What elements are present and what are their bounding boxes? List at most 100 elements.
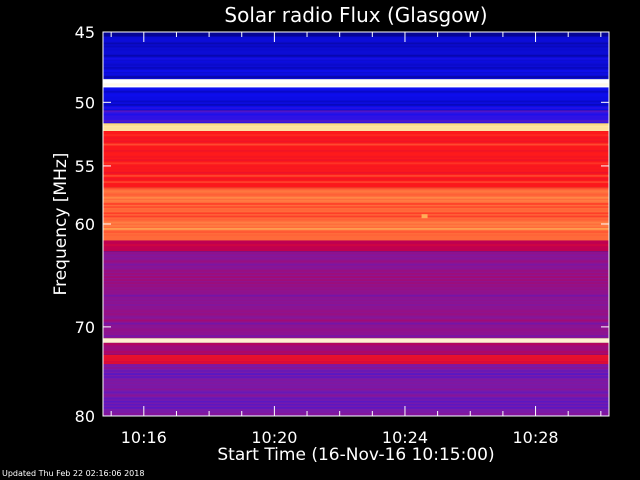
spectrum-row: [103, 263, 609, 266]
spectrum-row: [103, 285, 609, 288]
spectrum-row: [103, 354, 609, 357]
spectrum-row: [103, 332, 609, 334]
spectrum-row: [103, 307, 609, 310]
spectrum-row: [103, 110, 609, 113]
spectrum-row: [103, 39, 609, 42]
spectrum-row: [103, 93, 609, 96]
spectrum-row: [103, 379, 609, 382]
spectrum-row: [103, 310, 609, 313]
spectrum-row: [103, 313, 609, 316]
spectrum-row: [103, 227, 609, 230]
spectrum-band: [103, 338, 609, 343]
spectrum-row: [103, 272, 609, 275]
spectrum-row: [103, 70, 609, 72]
spectrum-row: [103, 45, 609, 48]
spectrum-row: [103, 79, 609, 82]
spectrum-row: [103, 234, 609, 237]
spectrum-row: [103, 400, 609, 403]
spectrum-row: [103, 367, 609, 369]
chart-title: Solar radio Flux (Glasgow): [224, 3, 487, 27]
spectrum-row: [103, 406, 609, 409]
spectrogram-plot-area: [103, 32, 609, 416]
spectrum-row: [103, 76, 609, 79]
spectrum-row: [103, 196, 609, 199]
spectrum-row: [103, 51, 609, 54]
spectrum-row: [103, 134, 609, 137]
spectrum-row: [103, 199, 609, 202]
spectrum-row: [103, 42, 609, 45]
spectrum-row: [103, 67, 609, 69]
y-tick-label: 60: [75, 215, 95, 234]
spectrum-row: [103, 165, 609, 168]
spectrum-row: [103, 240, 609, 243]
spectrum-row: [103, 60, 609, 63]
x-axis-title: Start Time (16-Nov-16 10:15:00): [217, 445, 494, 465]
y-tick-label: 55: [75, 157, 95, 176]
spectrum-row: [103, 403, 609, 406]
spectrum-row: [103, 391, 609, 394]
spectrum-row: [103, 297, 609, 300]
spectrum-row: [103, 63, 609, 66]
spectrum-row: [103, 206, 609, 209]
spectrum-row: [103, 360, 609, 363]
spectrum-row: [103, 90, 609, 93]
spectrum-row: [103, 159, 609, 162]
x-tick-label: 10:20: [251, 428, 297, 447]
spectrum-row: [103, 140, 609, 143]
spectrum-row: [103, 346, 609, 350]
spectrum-row: [103, 152, 609, 155]
spectrum-row: [103, 100, 609, 103]
spectrum-row: [103, 116, 609, 119]
spectrum-row: [103, 363, 609, 366]
spectrum-row: [103, 127, 609, 130]
spectrum-row: [103, 385, 609, 388]
spectrum-row: [103, 212, 609, 215]
spectrum-row: [103, 370, 609, 372]
y-axis: 45 50 55 60 70 80: [75, 23, 609, 426]
spectrum-row: [103, 168, 609, 171]
spectrum-row: [103, 103, 609, 106]
y-tick-label: 50: [75, 93, 95, 112]
spectrum-row: [103, 209, 609, 212]
spectrum-row: [103, 316, 609, 319]
spectrum-row: [103, 342, 609, 346]
spectrum-row: [103, 73, 609, 75]
spectrum-row: [103, 146, 609, 149]
spectrum-band: [103, 32, 609, 37]
x-axis: 10:16 10:20 10:24 10:28: [110, 32, 602, 447]
spectrum-row: [103, 87, 609, 90]
spectrum-row: [103, 162, 609, 165]
spectrum-row: [103, 251, 609, 254]
spectrum-row: [103, 218, 609, 221]
spectrum-row: [103, 288, 609, 291]
spectrum-row: [103, 409, 609, 412]
spectrum-row: [103, 113, 609, 116]
x-tick-label: 10:24: [382, 428, 428, 447]
spectrum-row: [103, 83, 609, 86]
x-tick-label: 10:16: [121, 428, 167, 447]
spectrum-row: [103, 328, 609, 331]
spectrum-row: [103, 137, 609, 140]
spectrum-row: [103, 97, 609, 100]
spectrum-row: [103, 215, 609, 218]
spectrum-row: [103, 36, 609, 39]
spectrum-row: [103, 335, 609, 337]
spectrum-row: [103, 156, 609, 158]
spectrum-row: [103, 193, 609, 196]
y-tick-label: 45: [75, 23, 95, 42]
spectrum-row: [103, 237, 609, 240]
spectrum-row: [103, 224, 609, 227]
spectrum-row: [103, 123, 609, 126]
spectrum-row: [103, 350, 609, 354]
spectrum-row: [103, 254, 609, 257]
spectrum-row: [103, 120, 609, 123]
spectrum-row: [103, 266, 609, 269]
spectrum-row: [103, 187, 609, 190]
spectrum-row: [103, 260, 609, 263]
spectrum-row: [103, 143, 609, 146]
y-tick-label: 80: [75, 407, 95, 426]
spectrum-row: [103, 190, 609, 193]
spectrum-row: [103, 244, 609, 247]
burst-feature: [421, 214, 428, 219]
